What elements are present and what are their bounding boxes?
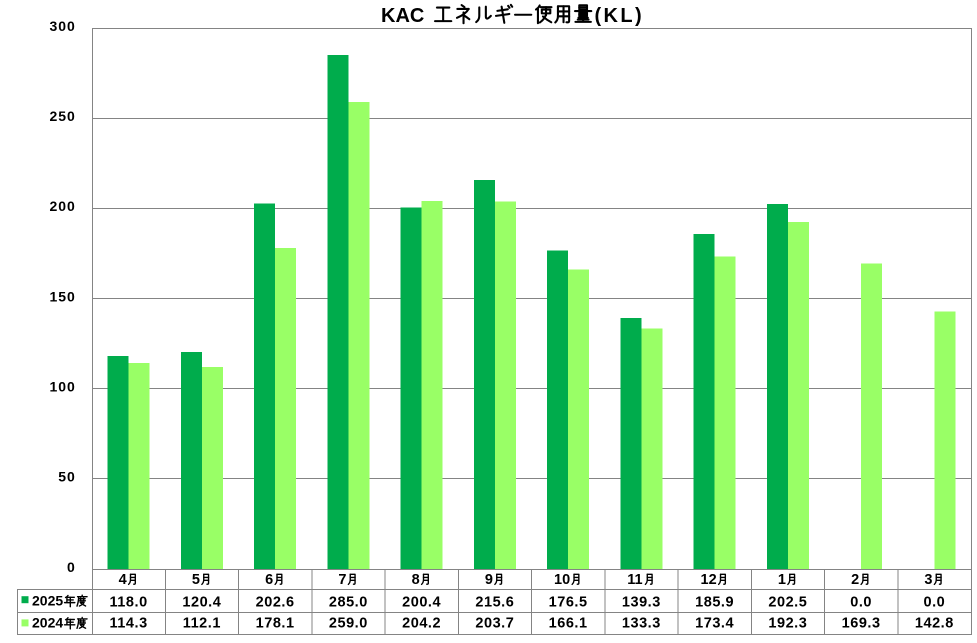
svg-text:100: 100 bbox=[49, 379, 75, 395]
svg-text:250: 250 bbox=[49, 108, 75, 124]
svg-text:4: 4 bbox=[119, 572, 127, 588]
svg-text:285.0: 285.0 bbox=[329, 595, 368, 611]
svg-text:173.4: 173.4 bbox=[695, 615, 734, 631]
svg-text:3: 3 bbox=[924, 572, 932, 588]
svg-text:178.1: 178.1 bbox=[256, 615, 295, 631]
svg-text:1: 1 bbox=[778, 572, 786, 588]
svg-text:259.0: 259.0 bbox=[329, 615, 368, 631]
svg-text:176.5: 176.5 bbox=[549, 595, 588, 611]
svg-text:215.6: 215.6 bbox=[475, 595, 514, 611]
svg-text:0.0: 0.0 bbox=[850, 595, 872, 611]
svg-text:112.1: 112.1 bbox=[183, 615, 221, 631]
svg-text:118.0: 118.0 bbox=[109, 595, 147, 611]
svg-text:10: 10 bbox=[554, 572, 570, 588]
svg-text:7: 7 bbox=[338, 572, 346, 588]
svg-text:50: 50 bbox=[58, 469, 76, 485]
svg-text:142.8: 142.8 bbox=[915, 615, 954, 631]
svg-text:200.4: 200.4 bbox=[402, 595, 441, 611]
svg-text:KAC: KAC bbox=[381, 5, 424, 27]
svg-text:139.3: 139.3 bbox=[622, 595, 661, 611]
svg-text:202.6: 202.6 bbox=[256, 595, 295, 611]
svg-text:204.2: 204.2 bbox=[402, 615, 441, 631]
svg-text:166.1: 166.1 bbox=[549, 615, 588, 631]
svg-text:203.7: 203.7 bbox=[475, 615, 514, 631]
svg-text:5: 5 bbox=[192, 572, 200, 588]
svg-text:(KL): (KL) bbox=[595, 5, 645, 27]
svg-text:114.3: 114.3 bbox=[109, 615, 147, 631]
svg-text:11: 11 bbox=[627, 572, 642, 588]
svg-text:202.5: 202.5 bbox=[768, 595, 807, 611]
svg-text:2024: 2024 bbox=[32, 615, 63, 631]
svg-text:2025: 2025 bbox=[32, 593, 63, 609]
svg-text:192.3: 192.3 bbox=[768, 615, 807, 631]
svg-text:150: 150 bbox=[49, 288, 75, 304]
svg-text:300: 300 bbox=[49, 18, 75, 34]
svg-text:169.3: 169.3 bbox=[842, 615, 881, 631]
svg-text:133.3: 133.3 bbox=[622, 615, 661, 631]
svg-text:185.9: 185.9 bbox=[695, 595, 734, 611]
svg-text:12: 12 bbox=[701, 572, 717, 588]
svg-text:120.4: 120.4 bbox=[182, 595, 221, 611]
svg-text:6: 6 bbox=[265, 572, 273, 588]
svg-text:200: 200 bbox=[49, 198, 75, 214]
svg-text:9: 9 bbox=[485, 572, 493, 588]
svg-text:0.0: 0.0 bbox=[923, 595, 945, 611]
svg-text:0: 0 bbox=[67, 559, 76, 575]
svg-text:2: 2 bbox=[851, 572, 859, 588]
svg-text:8: 8 bbox=[412, 572, 420, 588]
